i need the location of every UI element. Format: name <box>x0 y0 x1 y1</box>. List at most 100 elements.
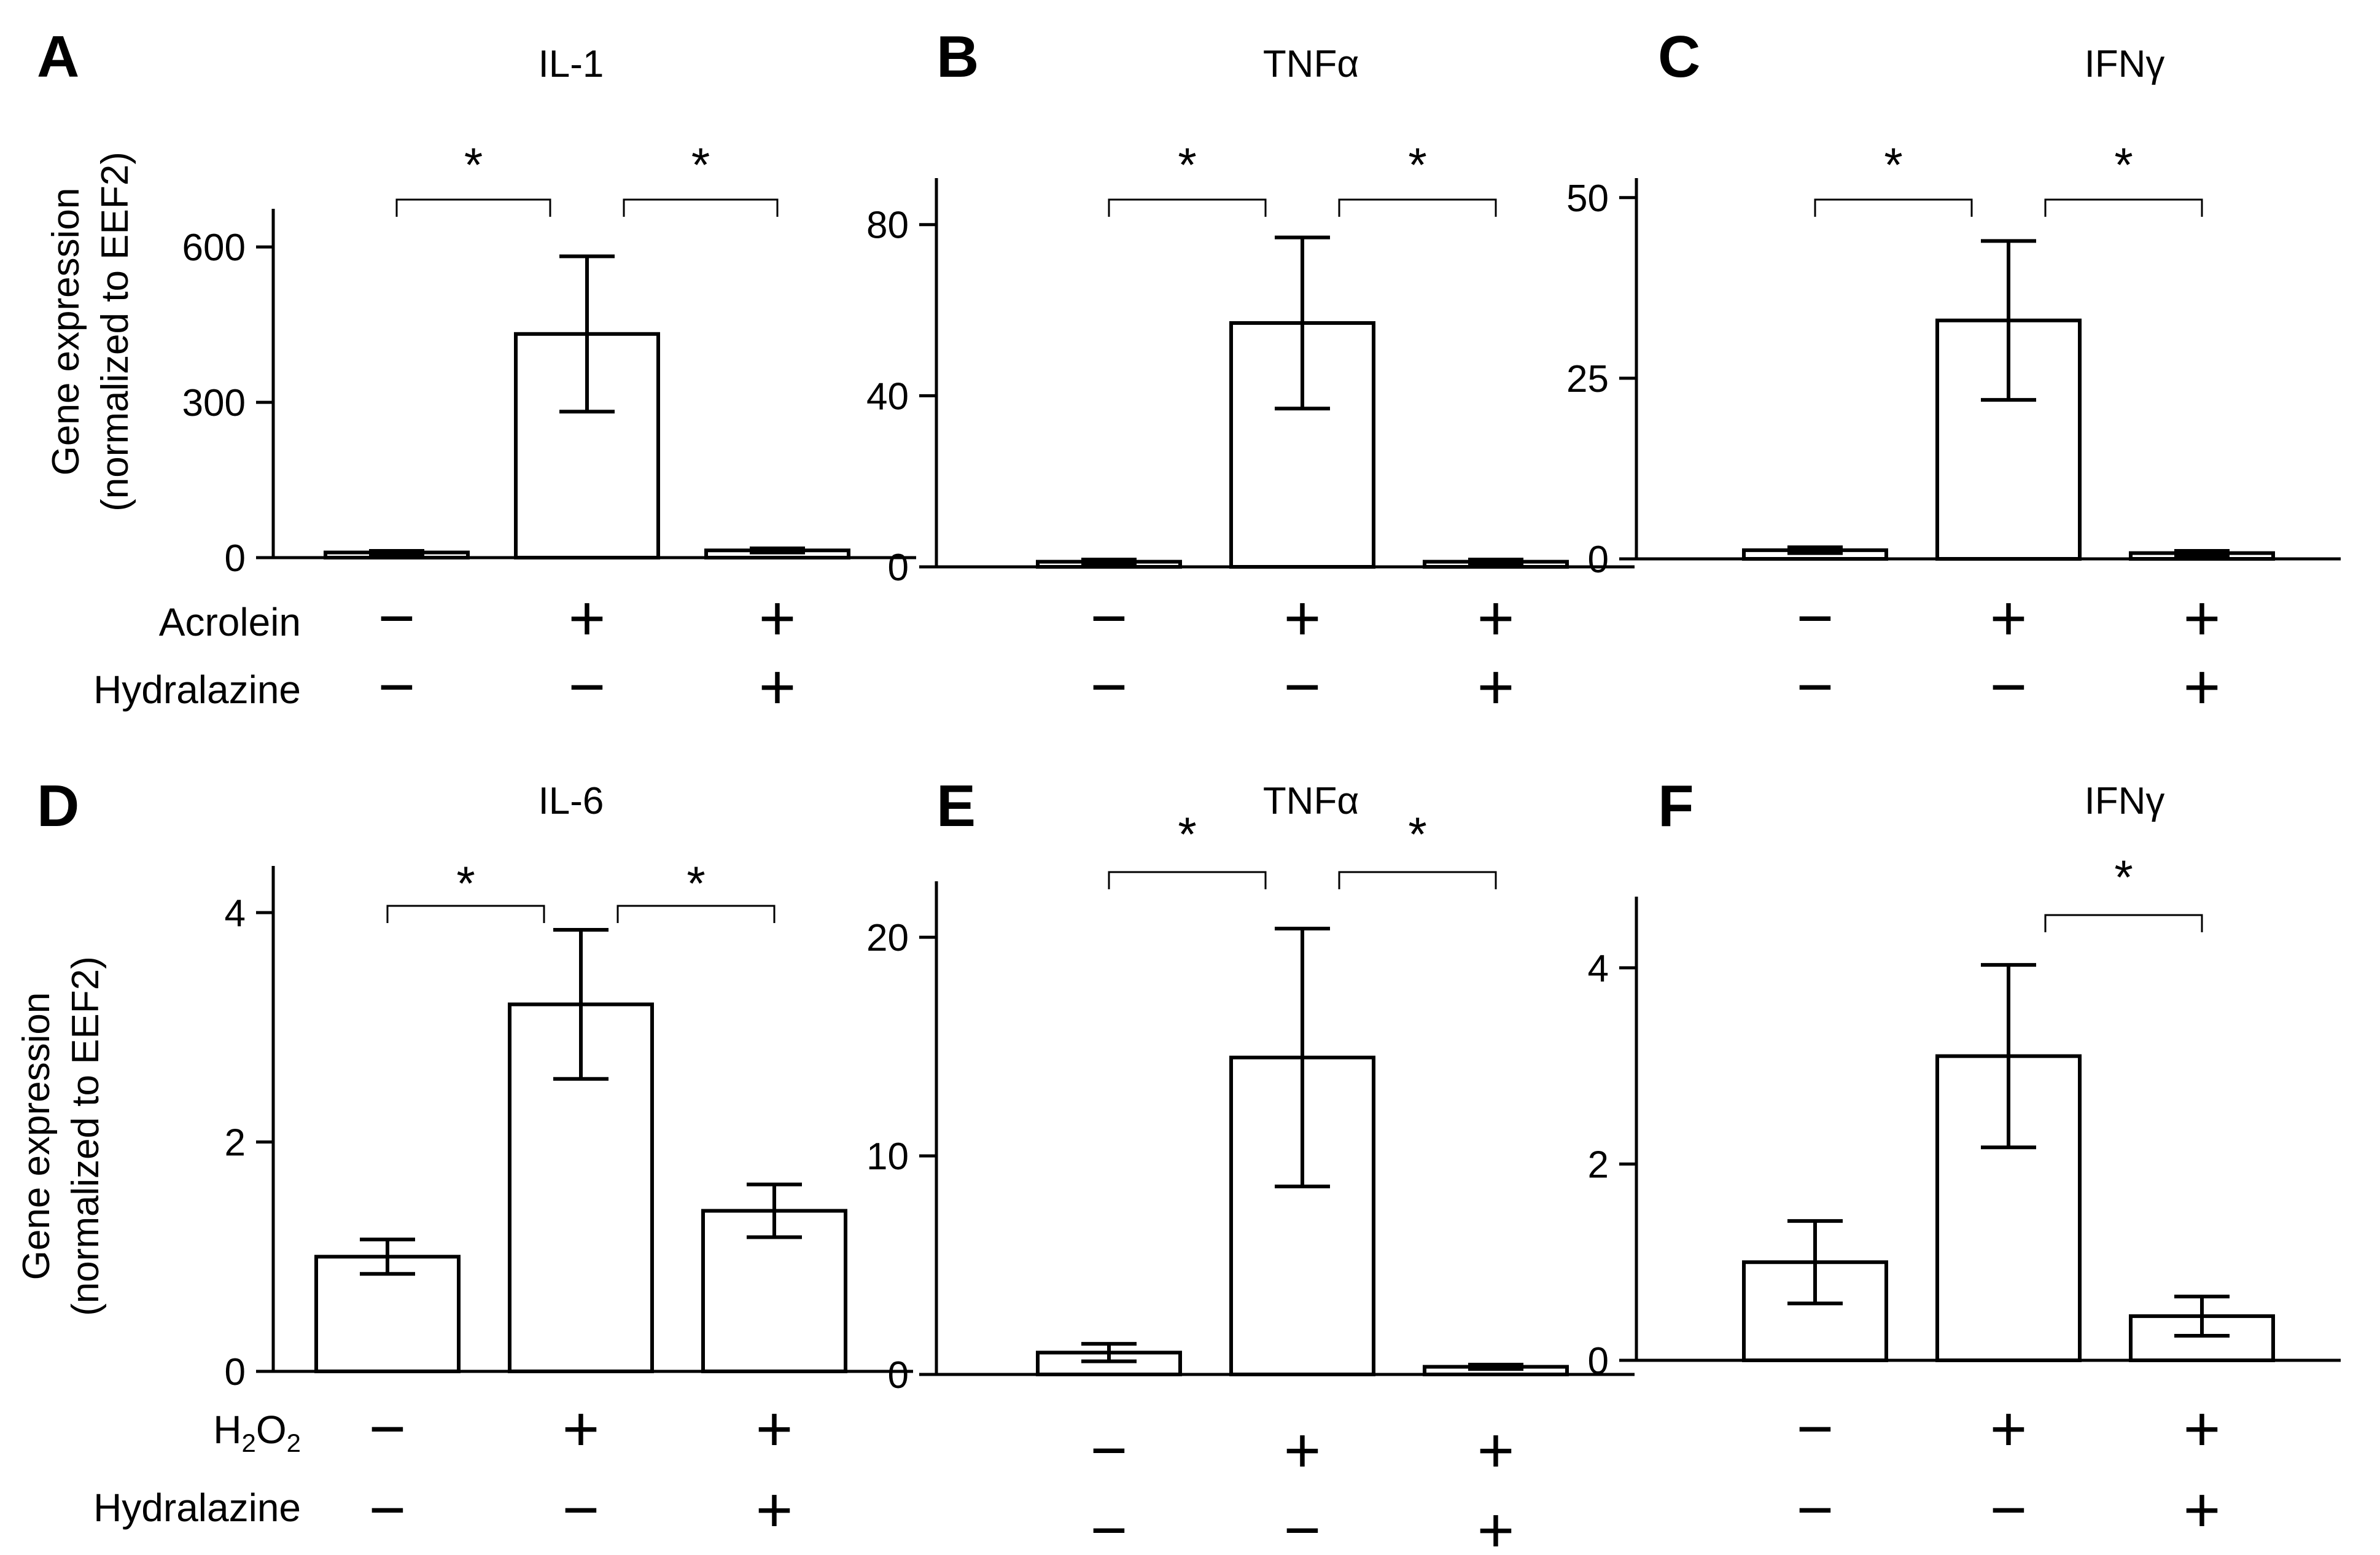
panel-title: IL-1 <box>539 43 604 85</box>
significance-bracket <box>1108 871 1267 889</box>
significance-bracket <box>1814 198 1973 217</box>
significance-star: * <box>1178 807 1196 861</box>
condition-sign: − <box>569 652 606 723</box>
y-tick-label: 300 <box>182 382 246 424</box>
panel-title: IL-6 <box>539 780 604 822</box>
significance-star: * <box>1408 807 1426 861</box>
condition-sign: + <box>1284 583 1321 654</box>
y-axis-title-bottom: Gene expression (normalized to EEF2) <box>15 956 107 1316</box>
significance-bracket <box>1108 198 1267 217</box>
panel-title: TNFα <box>1263 780 1359 822</box>
condition-sign: − <box>369 1393 406 1465</box>
panel-title: IFNγ <box>2085 780 2165 822</box>
condition-sign: − <box>1990 1475 2028 1546</box>
condition-sign: + <box>1477 1415 1515 1486</box>
condition-label-acrolein: Acrolein <box>159 600 301 644</box>
bar <box>314 1255 461 1374</box>
panel-title: TNFα <box>1263 43 1359 85</box>
significance-bracket <box>1338 198 1497 217</box>
y-axis-title-top-line2: (normalized to EEF2) <box>94 152 136 512</box>
condition-sign: + <box>1477 652 1515 723</box>
condition-sign: + <box>1990 1393 2028 1465</box>
condition-sign: + <box>2184 583 2221 654</box>
significance-bracket <box>2044 198 2203 217</box>
y-tick-label: 50 <box>1566 177 1609 220</box>
y-tick-label: 0 <box>225 1351 246 1393</box>
condition-sign: − <box>562 1475 600 1546</box>
y-axis-title-top-line1: Gene expression <box>45 188 87 476</box>
significance-bracket <box>623 198 779 217</box>
y-tick-label: 4 <box>225 892 246 935</box>
condition-sign: − <box>378 652 416 723</box>
y-tick-label: 2 <box>225 1122 246 1164</box>
panel-title: IFNγ <box>2085 43 2165 85</box>
significance-star: * <box>686 856 705 910</box>
bar <box>514 332 660 559</box>
condition-sign: + <box>1477 583 1515 654</box>
significance-star: * <box>464 138 483 192</box>
significance-star: * <box>2114 138 2133 192</box>
condition-sign: − <box>1091 1415 1128 1486</box>
panel-letter: C <box>1658 24 1700 90</box>
condition-sign: + <box>759 652 796 723</box>
condition-sign: − <box>1284 652 1321 723</box>
y-tick-label: 2 <box>1588 1144 1609 1186</box>
condition-sign: + <box>759 583 796 654</box>
condition-sign: + <box>2184 1393 2221 1465</box>
y-axis-title-bottom-line2: (normalized to EEF2) <box>64 956 107 1316</box>
significance-bracket <box>386 905 545 923</box>
significance-star: * <box>1884 138 1902 192</box>
condition-sign: + <box>756 1393 793 1465</box>
significance-star: * <box>1178 138 1196 192</box>
significance-star: * <box>456 856 475 910</box>
panel-letter: D <box>37 773 79 839</box>
condition-sign: − <box>378 583 416 654</box>
y-tick-label: 20 <box>866 917 909 959</box>
y-tick-label: 0 <box>1588 539 1609 581</box>
panel-letter: B <box>936 24 979 90</box>
condition-sign: − <box>1990 652 2028 723</box>
panel-letter: E <box>936 773 976 839</box>
significance-bracket <box>616 905 776 923</box>
condition-sign: + <box>756 1475 793 1546</box>
significance-bracket <box>1338 871 1497 889</box>
condition-label-hydralazine-bottom: Hydralazine <box>93 1486 301 1530</box>
y-tick-label: 600 <box>182 227 246 269</box>
condition-sign: − <box>369 1475 406 1546</box>
significance-star: * <box>2114 850 2133 904</box>
condition-sign: − <box>1091 583 1128 654</box>
y-tick-label: 0 <box>888 1354 909 1397</box>
significance-bracket <box>2044 914 2203 932</box>
y-axis-title-bottom-line1: Gene expression <box>15 992 58 1280</box>
y-tick-label: 25 <box>1566 358 1609 400</box>
y-tick-label: 40 <box>866 375 909 418</box>
condition-sign: − <box>1797 1475 1834 1546</box>
condition-sign: + <box>2184 1475 2221 1546</box>
condition-sign: − <box>1284 1495 1321 1555</box>
y-tick-label: 0 <box>1588 1340 1609 1382</box>
condition-sign: + <box>1477 1495 1515 1555</box>
panel-d: D IL-6 0 2 4 * * − + + − − + <box>37 773 913 1546</box>
condition-sign: − <box>1797 1393 1834 1465</box>
y-tick-label: 10 <box>866 1136 909 1178</box>
y-tick-label: 80 <box>866 205 909 247</box>
condition-sign: + <box>1284 1415 1321 1486</box>
significance-star: * <box>691 138 710 192</box>
condition-sign: + <box>569 583 606 654</box>
condition-label-h2o2: H2O2 <box>213 1408 301 1457</box>
condition-sign: − <box>1797 652 1834 723</box>
condition-sign: − <box>1797 583 1834 654</box>
panel-f: F IFNγ 0 2 4 * − + + − − + <box>1588 773 2341 1546</box>
significance-star: * <box>1408 138 1426 192</box>
panel-letter: F <box>1658 773 1694 839</box>
condition-label-hydralazine-top: Hydralazine <box>93 668 301 712</box>
condition-sign: − <box>1091 652 1128 723</box>
significance-bracket <box>395 198 551 217</box>
condition-sign: − <box>1091 1495 1128 1555</box>
condition-sign: + <box>562 1393 600 1465</box>
